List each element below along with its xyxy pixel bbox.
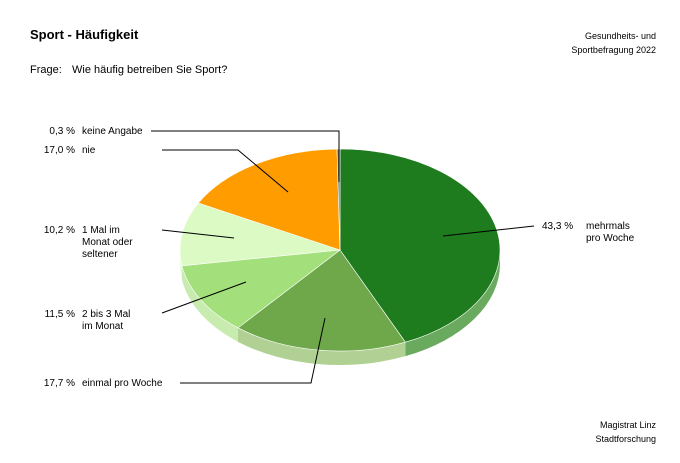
source-line-2: Sportbefragung 2022 bbox=[571, 45, 656, 55]
pie-side-0 bbox=[405, 250, 500, 357]
footer-line-1: Magistrat Linz bbox=[599, 420, 656, 430]
slice-percent-3: 10,2 % bbox=[44, 225, 75, 236]
pie-slice-3 bbox=[179, 202, 341, 267]
leader-line-1 bbox=[180, 317, 326, 384]
leader-line-5 bbox=[151, 130, 340, 182]
pie-slice-4 bbox=[197, 148, 341, 251]
slice-label-3: 1 Mal im Monat oder seltener bbox=[82, 225, 133, 260]
pie-slice-2 bbox=[181, 249, 342, 329]
chart-title: Sport - Häufigkeit bbox=[30, 27, 139, 42]
slice-percent-4: 17,0 % bbox=[44, 145, 75, 156]
slice-label-5: keine Angabe bbox=[82, 126, 143, 137]
leader-line-3 bbox=[161, 229, 235, 239]
leader-line-4 bbox=[162, 149, 289, 193]
pie-side-3 bbox=[180, 250, 182, 280]
question-label: Frage: bbox=[30, 64, 62, 76]
slice-label-2: 2 bis 3 Mal im Monat bbox=[82, 309, 130, 332]
leader-line-0 bbox=[442, 225, 535, 237]
pie-side-1 bbox=[238, 327, 406, 365]
pie-slice-0 bbox=[339, 148, 501, 343]
slice-percent-1: 17,7 % bbox=[44, 378, 75, 389]
footer-line-2: Stadtforschung bbox=[595, 434, 656, 444]
question: Frage: Wie häufig betreiben Sie Sport? bbox=[30, 64, 227, 76]
slice-percent-0: 43,3 % bbox=[542, 221, 573, 232]
question-text: Wie häufig betreiben Sie Sport? bbox=[72, 64, 228, 76]
slice-label-1: einmal pro Woche bbox=[82, 378, 163, 389]
source-line-1: Gesundheits- und bbox=[584, 31, 656, 41]
slice-percent-2: 11,5 % bbox=[45, 309, 75, 320]
slice-label-4: nie bbox=[82, 145, 96, 156]
survey-source: Gesundheits- und Sportbefragung 2022 bbox=[496, 29, 656, 57]
leader-line-2 bbox=[161, 281, 247, 314]
pie-side-2 bbox=[181, 265, 239, 342]
slice-label-0: mehrmals pro Woche bbox=[586, 221, 635, 244]
slice-percent-5: 0,3 % bbox=[49, 126, 75, 137]
footer: Magistrat Linz Stadtforschung bbox=[496, 418, 656, 446]
